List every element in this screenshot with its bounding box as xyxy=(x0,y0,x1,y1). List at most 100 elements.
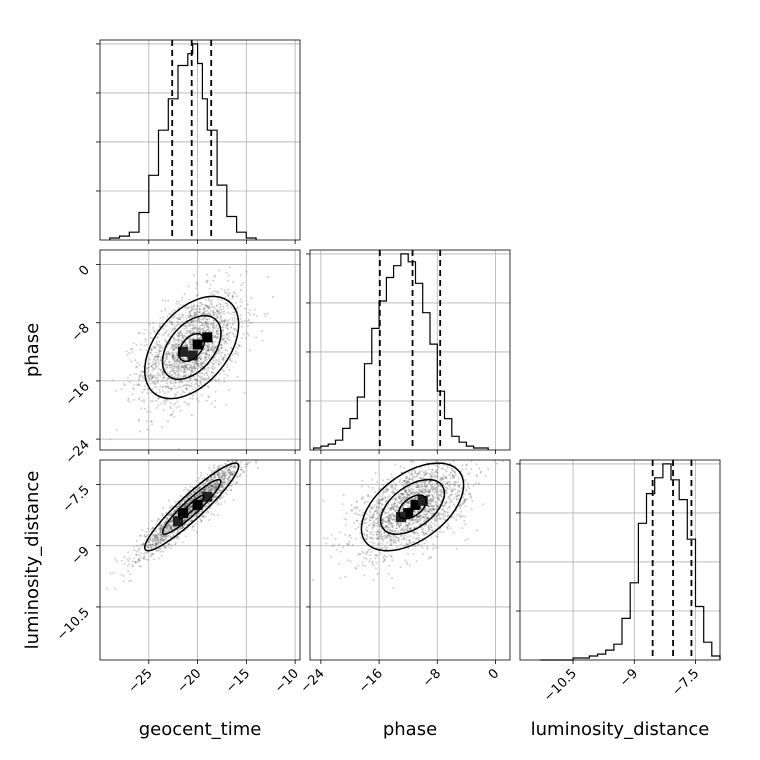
scatter-point xyxy=(222,326,225,329)
scatter-point xyxy=(348,540,351,543)
scatter-point xyxy=(181,365,183,368)
scatter-point xyxy=(216,313,219,316)
scatter-point xyxy=(222,472,225,475)
scatter-point xyxy=(453,503,455,506)
scatter-point xyxy=(155,355,158,358)
scatter-point xyxy=(447,525,450,527)
scatter-point xyxy=(215,330,218,333)
scatter-point xyxy=(197,328,200,331)
scatter-point xyxy=(217,327,220,330)
scatter-point xyxy=(153,330,156,333)
scatter-point xyxy=(123,556,126,559)
scatter-point xyxy=(432,488,435,491)
scatter-point xyxy=(407,547,410,550)
scatter-point xyxy=(217,467,220,470)
scatter-point xyxy=(161,299,164,302)
scatter-points-layer xyxy=(106,266,504,590)
scatter-point xyxy=(401,483,404,486)
scatter-point xyxy=(372,523,375,526)
scatter-point xyxy=(449,505,451,508)
scatter-point xyxy=(428,491,431,494)
scatter-point xyxy=(232,465,235,468)
scatter-point xyxy=(187,306,190,309)
scatter-point xyxy=(240,320,243,323)
scatter-point xyxy=(390,503,393,506)
scatter-point xyxy=(189,379,192,382)
scatter-point xyxy=(134,359,137,362)
scatter-point xyxy=(226,333,229,336)
scatter-point xyxy=(223,486,225,489)
scatter-point xyxy=(209,349,212,352)
scatter-point xyxy=(222,356,225,359)
scatter-point xyxy=(172,353,175,356)
scatter-point xyxy=(224,340,227,343)
scatter-point xyxy=(430,505,433,508)
scatter-point xyxy=(174,344,177,347)
scatter-point xyxy=(158,325,161,328)
scatter-point xyxy=(189,397,192,400)
scatter-point xyxy=(166,315,169,318)
scatter-point xyxy=(167,352,170,355)
scatter-point xyxy=(188,494,191,497)
scatter-point xyxy=(424,474,427,476)
scatter-point xyxy=(223,342,226,345)
scatter-point xyxy=(209,478,212,481)
scatter-point xyxy=(416,486,419,489)
scatter-point xyxy=(206,307,209,310)
scatter-point xyxy=(428,510,431,513)
scatter-point xyxy=(440,517,443,520)
scatter-point xyxy=(151,527,154,530)
scatter-point xyxy=(176,536,179,539)
scatter-point xyxy=(440,488,443,491)
scatter-point xyxy=(188,339,191,341)
scatter-point xyxy=(386,546,389,549)
scatter-point xyxy=(453,475,456,478)
scatter-point xyxy=(153,358,156,360)
scatter-point xyxy=(396,522,399,525)
scatter-point xyxy=(392,534,395,537)
scatter-point xyxy=(367,485,370,488)
scatter-point xyxy=(168,543,171,546)
scatter-point xyxy=(423,492,426,495)
scatter-point xyxy=(431,494,434,497)
scatter-point xyxy=(213,346,216,349)
scatter-point xyxy=(146,544,149,547)
scatter-point xyxy=(216,315,219,318)
scatter-point xyxy=(393,491,396,494)
scatter-point xyxy=(150,536,153,539)
scatter-point xyxy=(214,486,217,489)
scatter-point xyxy=(411,498,414,501)
scatter-point xyxy=(154,536,157,539)
scatter-point xyxy=(197,331,200,334)
scatter-point xyxy=(217,310,220,313)
scatter-point xyxy=(151,369,154,372)
scatter-point xyxy=(427,505,430,508)
scatter-point xyxy=(406,535,409,538)
scatter-point xyxy=(176,362,179,365)
scatter-point xyxy=(223,312,226,315)
scatter-point xyxy=(232,473,234,476)
scatter-point xyxy=(161,389,164,392)
scatter-point xyxy=(375,510,378,513)
scatter-point xyxy=(375,561,378,564)
scatter-point xyxy=(189,391,191,394)
scatter-point xyxy=(188,347,191,350)
scatter-point xyxy=(403,504,406,506)
scatter-point xyxy=(212,496,215,498)
scatter-point xyxy=(381,498,384,501)
scatter-point xyxy=(455,495,458,498)
scatter-point xyxy=(198,492,200,495)
scatter-point xyxy=(139,534,142,537)
scatter-point xyxy=(185,388,188,390)
scatter-point xyxy=(157,541,160,544)
scatter-point xyxy=(164,529,167,532)
scatter-point xyxy=(430,500,433,502)
scatter-point xyxy=(217,363,220,366)
scatter-point xyxy=(391,503,394,506)
scatter-point xyxy=(160,554,163,557)
scatter-point xyxy=(155,356,157,358)
scatter-point xyxy=(391,491,394,494)
scatter-point xyxy=(386,496,389,499)
scatter-point xyxy=(195,479,197,482)
